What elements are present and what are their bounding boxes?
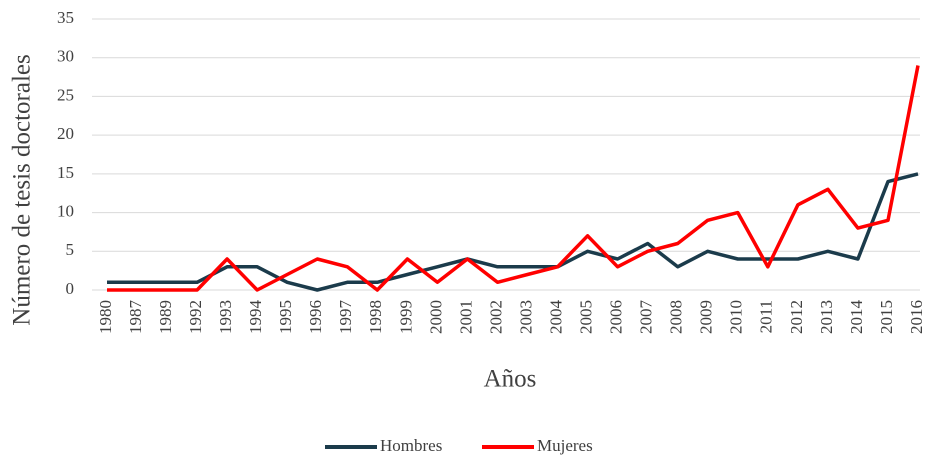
x-tick-label: 2016 [907,300,926,334]
x-tick-label: 2010 [727,300,746,334]
line-series [107,172,919,292]
y-tick-label: 30 [57,47,74,66]
line-series [107,65,920,292]
x-tick-label: 1989 [156,300,175,334]
x-tick-label: 1999 [396,300,415,334]
y-tick-label: 15 [57,163,74,182]
x-tick-label: 2011 [757,300,776,333]
x-tick-label: 2004 [546,300,565,335]
y-tick-label: 5 [66,240,75,259]
x-tick-label: 2015 [877,300,896,334]
x-tick-label: 1980 [96,300,115,334]
x-tick-label: 1996 [306,300,325,334]
x-tick-label: 1995 [276,300,295,334]
x-tick-label: 1994 [246,300,265,335]
x-tick-label: 2006 [607,300,626,334]
y-tick-label: 10 [57,201,74,220]
x-tick-label: 2003 [516,300,535,334]
x-tick-label: 2014 [847,300,866,335]
x-tick-label: 2008 [667,300,686,334]
x-tick-label: 2005 [576,300,595,334]
x-tick-label: 1997 [336,300,355,335]
x-tick-label: 1998 [366,300,385,334]
x-axis-title: Años [484,366,537,393]
x-tick-label: 2007 [637,300,656,335]
x-tick-label: 1993 [216,300,235,334]
x-tick-label: 2001 [456,300,475,334]
legend-label: Hombres [380,436,442,455]
y-tick-label: 20 [57,124,74,143]
y-axis-title: Número de tesis doctorales [9,54,36,325]
x-tick-label: 2002 [486,300,505,334]
x-tick-label: 2013 [817,300,836,334]
x-tick-label: 1992 [186,300,205,334]
x-tick-label: 2012 [787,300,806,334]
y-tick-label: 25 [57,85,74,104]
x-tick-label: 2009 [697,300,716,334]
y-tick-label: 35 [57,8,74,27]
x-tick-label: 1987 [126,300,145,335]
legend-label: Mujeres [537,436,593,455]
x-tick-label: 2000 [426,300,445,334]
y-tick-label: 0 [66,279,75,298]
